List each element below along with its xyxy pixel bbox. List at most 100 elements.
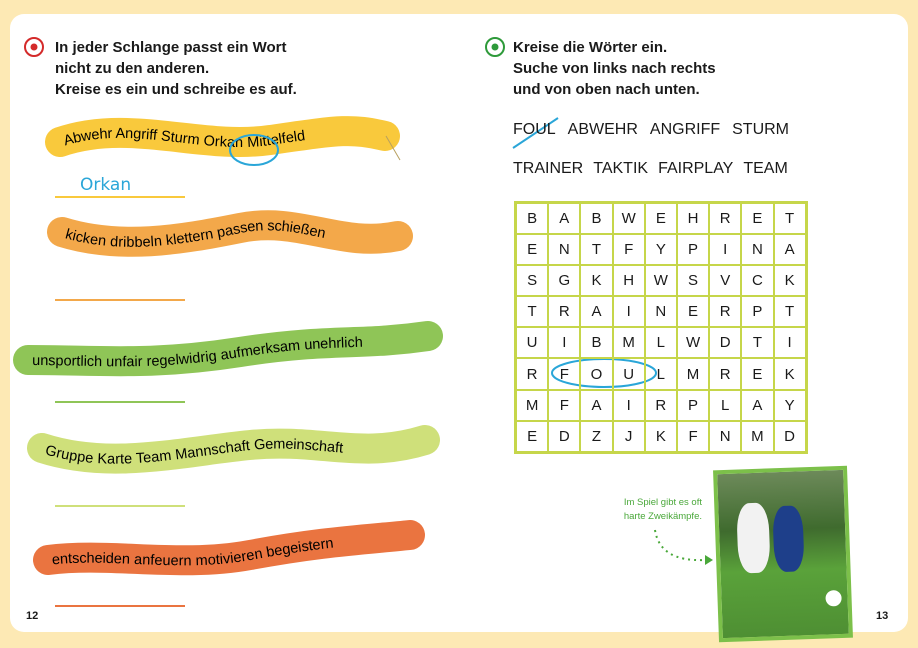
grid-cell[interactable]: S	[676, 265, 710, 297]
word: TEAM	[743, 160, 788, 177]
right-instruction: Kreise die Wörter ein. Suche von links n…	[513, 37, 716, 100]
answer-line[interactable]	[55, 196, 185, 198]
grid-cell[interactable]: B	[580, 203, 613, 235]
left-instruction: In jeder Schlange passt ein Wort nicht z…	[55, 37, 297, 100]
word: FOUL	[513, 121, 556, 138]
grid-cell[interactable]: A	[741, 389, 774, 421]
grid-cell[interactable]: R	[516, 358, 549, 390]
grid-cell[interactable]: L	[644, 358, 677, 390]
grid-cell[interactable]: V	[709, 265, 742, 297]
answer-line[interactable]	[55, 299, 185, 301]
answer-line[interactable]	[55, 401, 185, 403]
instruction-line: und von oben nach unten.	[513, 81, 700, 98]
photo-caption: Im Spiel gibt es oft harte Zweikämpfe.	[590, 496, 702, 524]
grid-cell[interactable]: U	[612, 358, 645, 390]
grid-cell[interactable]: T	[516, 296, 549, 328]
grid-cell[interactable]: M	[741, 420, 774, 452]
grid-cell[interactable]: R	[709, 203, 742, 235]
grid-cell[interactable]: A	[580, 296, 613, 328]
grid-cell[interactable]: R	[548, 296, 581, 328]
grid-cell[interactable]: P	[741, 296, 774, 328]
instruction-line: Suche von links nach rechts	[513, 60, 716, 77]
grid-cell[interactable]: W	[612, 203, 645, 235]
grid-cell[interactable]: E	[741, 358, 774, 390]
ball	[825, 589, 842, 607]
grid-cell[interactable]: I	[612, 296, 645, 328]
word: FAIRPLAY	[658, 160, 734, 177]
grid-cell[interactable]: E	[516, 420, 549, 452]
grid-cell[interactable]: R	[709, 358, 742, 390]
grid-cell[interactable]: K	[773, 358, 806, 390]
answer-text: Orkan	[80, 175, 132, 195]
grid-cell[interactable]: I	[709, 234, 742, 266]
grid-cell[interactable]: P	[676, 234, 710, 266]
answer-line[interactable]	[55, 505, 185, 507]
grid-cell[interactable]: F	[676, 420, 710, 452]
grid-cell[interactable]: I	[773, 327, 806, 359]
grid-cell[interactable]: I	[548, 327, 581, 359]
grid-cell[interactable]: E	[676, 296, 710, 328]
grid-cell[interactable]: T	[773, 203, 806, 235]
grid-cell[interactable]: B	[516, 203, 549, 235]
grid-cell[interactable]: T	[773, 296, 806, 328]
grid-cell[interactable]: M	[516, 389, 549, 421]
grid-cell[interactable]: D	[773, 420, 806, 452]
grid-cell[interactable]: A	[773, 234, 806, 266]
grid-cell[interactable]: N	[741, 234, 774, 266]
grid-cell[interactable]: Y	[644, 234, 677, 266]
grid-cell[interactable]: L	[709, 389, 742, 421]
grid-cell[interactable]: F	[548, 358, 581, 390]
grid-cell[interactable]: N	[644, 296, 677, 328]
grid-cell[interactable]: Y	[773, 389, 806, 421]
grid-cell[interactable]: P	[676, 389, 710, 421]
instruction-line: In jeder Schlange passt ein Wort	[55, 39, 287, 56]
grid-cell[interactable]: J	[612, 420, 645, 452]
grid-cell[interactable]: K	[773, 265, 806, 297]
grid-cell[interactable]: D	[709, 327, 742, 359]
grid-cell[interactable]: H	[676, 203, 710, 235]
grid-cell[interactable]: K	[580, 265, 613, 297]
grid-cell[interactable]: M	[676, 358, 710, 390]
grid-cell[interactable]: F	[612, 234, 645, 266]
grid-cell[interactable]: Z	[580, 420, 613, 452]
instruction-line: nicht zu den anderen.	[55, 60, 210, 77]
grid-cell[interactable]: I	[612, 389, 645, 421]
grid-cell[interactable]: T	[741, 327, 774, 359]
grid-cell[interactable]: T	[580, 234, 613, 266]
soccer-ball-red-icon	[24, 37, 44, 57]
grid-cell[interactable]: E	[644, 203, 677, 235]
grid-cell[interactable]: U	[516, 327, 549, 359]
grid-cell[interactable]: A	[548, 203, 581, 235]
grid-cell[interactable]: S	[516, 265, 549, 297]
caption-arrow	[654, 529, 706, 562]
word: TAKTIK	[593, 160, 649, 177]
grid-cell[interactable]: R	[709, 296, 742, 328]
grid-cell[interactable]: N	[709, 420, 742, 452]
grid-cell[interactable]: E	[741, 203, 774, 235]
answer-line[interactable]	[55, 605, 185, 607]
grid-cell[interactable]: N	[548, 234, 581, 266]
snake-tongue	[385, 135, 401, 161]
grid-cell[interactable]: B	[580, 327, 613, 359]
grid-cell[interactable]: G	[548, 265, 581, 297]
grid-cell[interactable]: D	[548, 420, 581, 452]
grid-cell[interactable]: H	[612, 265, 645, 297]
grid-cell[interactable]: A	[580, 389, 613, 421]
page-number: 13	[876, 610, 889, 622]
grid-cell[interactable]: W	[676, 327, 710, 359]
grid-cell[interactable]: C	[741, 265, 774, 297]
grid-cell[interactable]: O	[580, 358, 613, 390]
grid-cell[interactable]: F	[548, 389, 581, 421]
grid-cell[interactable]: L	[644, 327, 677, 359]
grid-cell[interactable]: R	[644, 389, 677, 421]
player-blue	[772, 505, 805, 573]
word: ABWEHR	[567, 121, 638, 138]
grid-cell[interactable]: K	[644, 420, 677, 452]
page-number: 12	[26, 610, 39, 622]
grid-cell[interactable]: W	[644, 265, 677, 297]
grid-cell[interactable]: E	[516, 234, 549, 266]
arrow-head	[705, 555, 713, 565]
grid-cell[interactable]: M	[612, 327, 645, 359]
